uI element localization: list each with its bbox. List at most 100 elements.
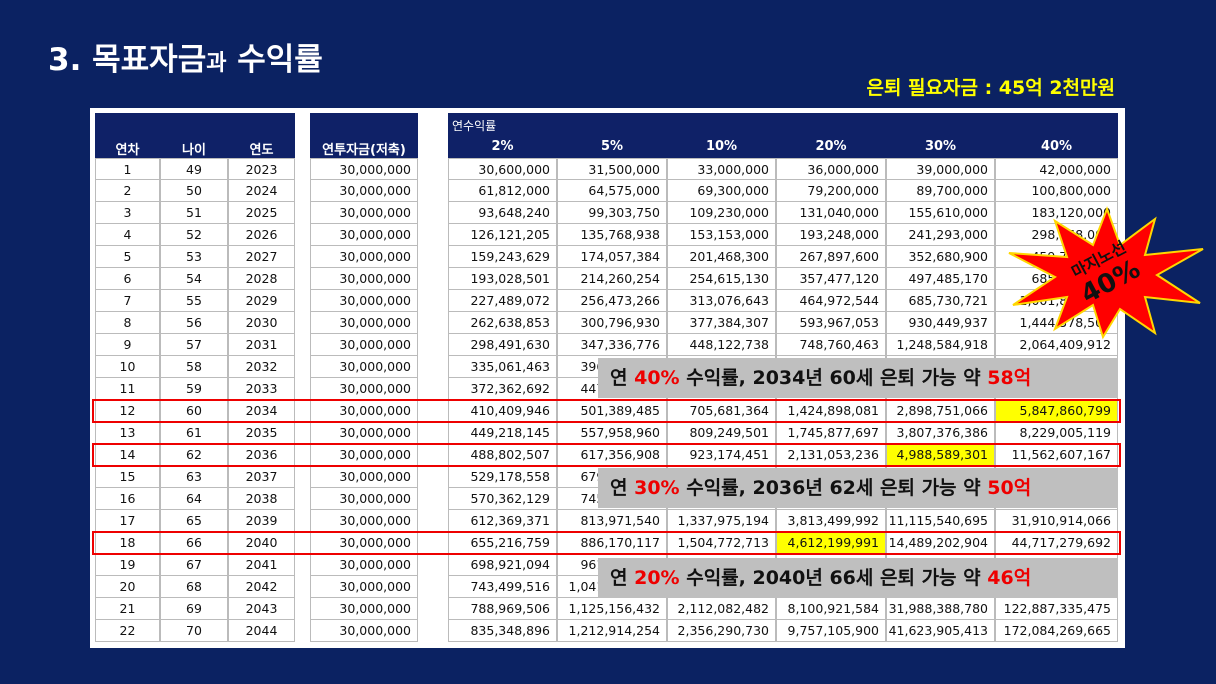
table-cell: 748,760,463 [776,334,886,356]
header-bg [95,113,295,158]
callout-text: 연 [610,567,635,589]
table-cell: 313,076,643 [667,290,776,312]
table-cell: 2031 [228,334,295,356]
table-cell: 214,260,254 [557,268,667,290]
table-cell: 2042 [228,576,295,598]
table-cell: 698,921,094 [448,554,557,576]
table-cell: 30,000,000 [310,554,418,576]
callout: 연 30% 수익률, 2036년 62세 은퇴 가능 약 50억 [598,468,1118,508]
slide-title: 3. 목표자금과 수익률 [48,34,323,79]
table-cell: 79,200,000 [776,180,886,202]
callout-text: 연 [610,477,635,499]
table-cell: 372,362,692 [448,378,557,400]
table-cell: 449,218,145 [448,422,557,444]
table-cell: 557,958,960 [557,422,667,444]
table-cell: 30,000,000 [310,180,418,202]
column-header: 나이 [182,143,206,158]
table-cell: 3,813,499,992 [776,510,886,532]
table-cell: 2041 [228,554,295,576]
table-cell: 2030 [228,312,295,334]
table-cell: 2 [95,180,160,202]
table-cell: 529,178,558 [448,466,557,488]
table-cell: 4,988,589,301 [886,444,995,466]
table-cell: 42,000,000 [995,158,1118,180]
table-cell: 11,115,540,695 [886,510,995,532]
table-cell: 13 [95,422,160,444]
column-header: 연차 [115,143,140,158]
table-cell: 1,745,877,697 [776,422,886,444]
header-bg [448,113,1118,158]
table-cell: 126,121,205 [448,224,557,246]
table-cell: 685,730,721 [886,290,995,312]
table-cell: 52 [160,224,228,246]
table-cell: 30,000,000 [310,158,418,180]
column-header: 40% [1040,139,1073,154]
table-cell: 1 [95,158,160,180]
table-cell: 8 [95,312,160,334]
table-cell: 39,000,000 [886,158,995,180]
table-cell: 593,967,053 [776,312,886,334]
table-cell: 2032 [228,356,295,378]
group-header: 연수익률 [452,119,497,133]
table-cell: 30,000,000 [310,488,418,510]
table-cell: 2,356,290,730 [667,620,776,642]
table-cell: 30,000,000 [310,620,418,642]
table-cell: 21 [95,598,160,620]
table-cell: 256,473,266 [557,290,667,312]
table-cell: 788,969,506 [448,598,557,620]
table-cell: 93,648,240 [448,202,557,224]
table-cell: 3,807,376,386 [886,422,995,444]
table-cell: 335,061,463 [448,356,557,378]
callout-text: 30% [634,477,680,499]
table-cell: 813,971,540 [557,510,667,532]
subtitle: 은퇴 필요자금 : 45억 2천만원 [866,77,1115,99]
table-cell: 89,700,000 [886,180,995,202]
table-cell: 59 [160,378,228,400]
table-cell: 30,000,000 [310,268,418,290]
table-cell: 2035 [228,422,295,444]
table-cell: 2027 [228,246,295,268]
table-cell: 17 [95,510,160,532]
table-cell: 20 [95,576,160,598]
table-cell: 54 [160,268,228,290]
table-cell: 51 [160,202,228,224]
table-cell: 30,000,000 [310,466,418,488]
table-cell: 70 [160,620,228,642]
table-cell: 227,489,072 [448,290,557,312]
table-cell: 67 [160,554,228,576]
table-cell: 2026 [228,224,295,246]
table-cell: 254,615,130 [667,268,776,290]
table-cell: 2039 [228,510,295,532]
table-cell: 2028 [228,268,295,290]
table-cell: 153,153,000 [667,224,776,246]
table-cell: 357,477,120 [776,268,886,290]
table-cell: 809,249,501 [667,422,776,444]
table-cell: 1,248,584,918 [886,334,995,356]
table-cell: 65 [160,510,228,532]
table-cell: 131,040,000 [776,202,886,224]
table-cell: 1,125,156,432 [557,598,667,620]
starburst [1008,206,1204,340]
table-cell: 193,248,000 [776,224,886,246]
callout: 연 20% 수익률, 2040년 66세 은퇴 가능 약 46억 [598,558,1118,598]
row-highlight [92,443,1121,467]
table-cell: 2044 [228,620,295,642]
table-cell: 30,000,000 [310,246,418,268]
table-cell: 448,122,738 [667,334,776,356]
table-cell: 835,348,896 [448,620,557,642]
table-cell: 352,680,900 [886,246,995,268]
table-cell: 300,796,930 [557,312,667,334]
column-header: 5% [600,139,624,154]
table-cell: 10 [95,356,160,378]
table-cell: 2,064,409,912 [995,334,1118,356]
table-cell: 201,468,300 [667,246,776,268]
table-cell: 570,362,129 [448,488,557,510]
table-cell: 930,449,937 [886,312,995,334]
table-cell: 31,910,914,066 [995,510,1118,532]
table-cell: 30,000,000 [310,312,418,334]
table-cell: 50 [160,180,228,202]
column-header: 연투자금(저축) [322,143,406,158]
table-cell: 55 [160,290,228,312]
table-cell: 19 [95,554,160,576]
table-cell: 15 [95,466,160,488]
